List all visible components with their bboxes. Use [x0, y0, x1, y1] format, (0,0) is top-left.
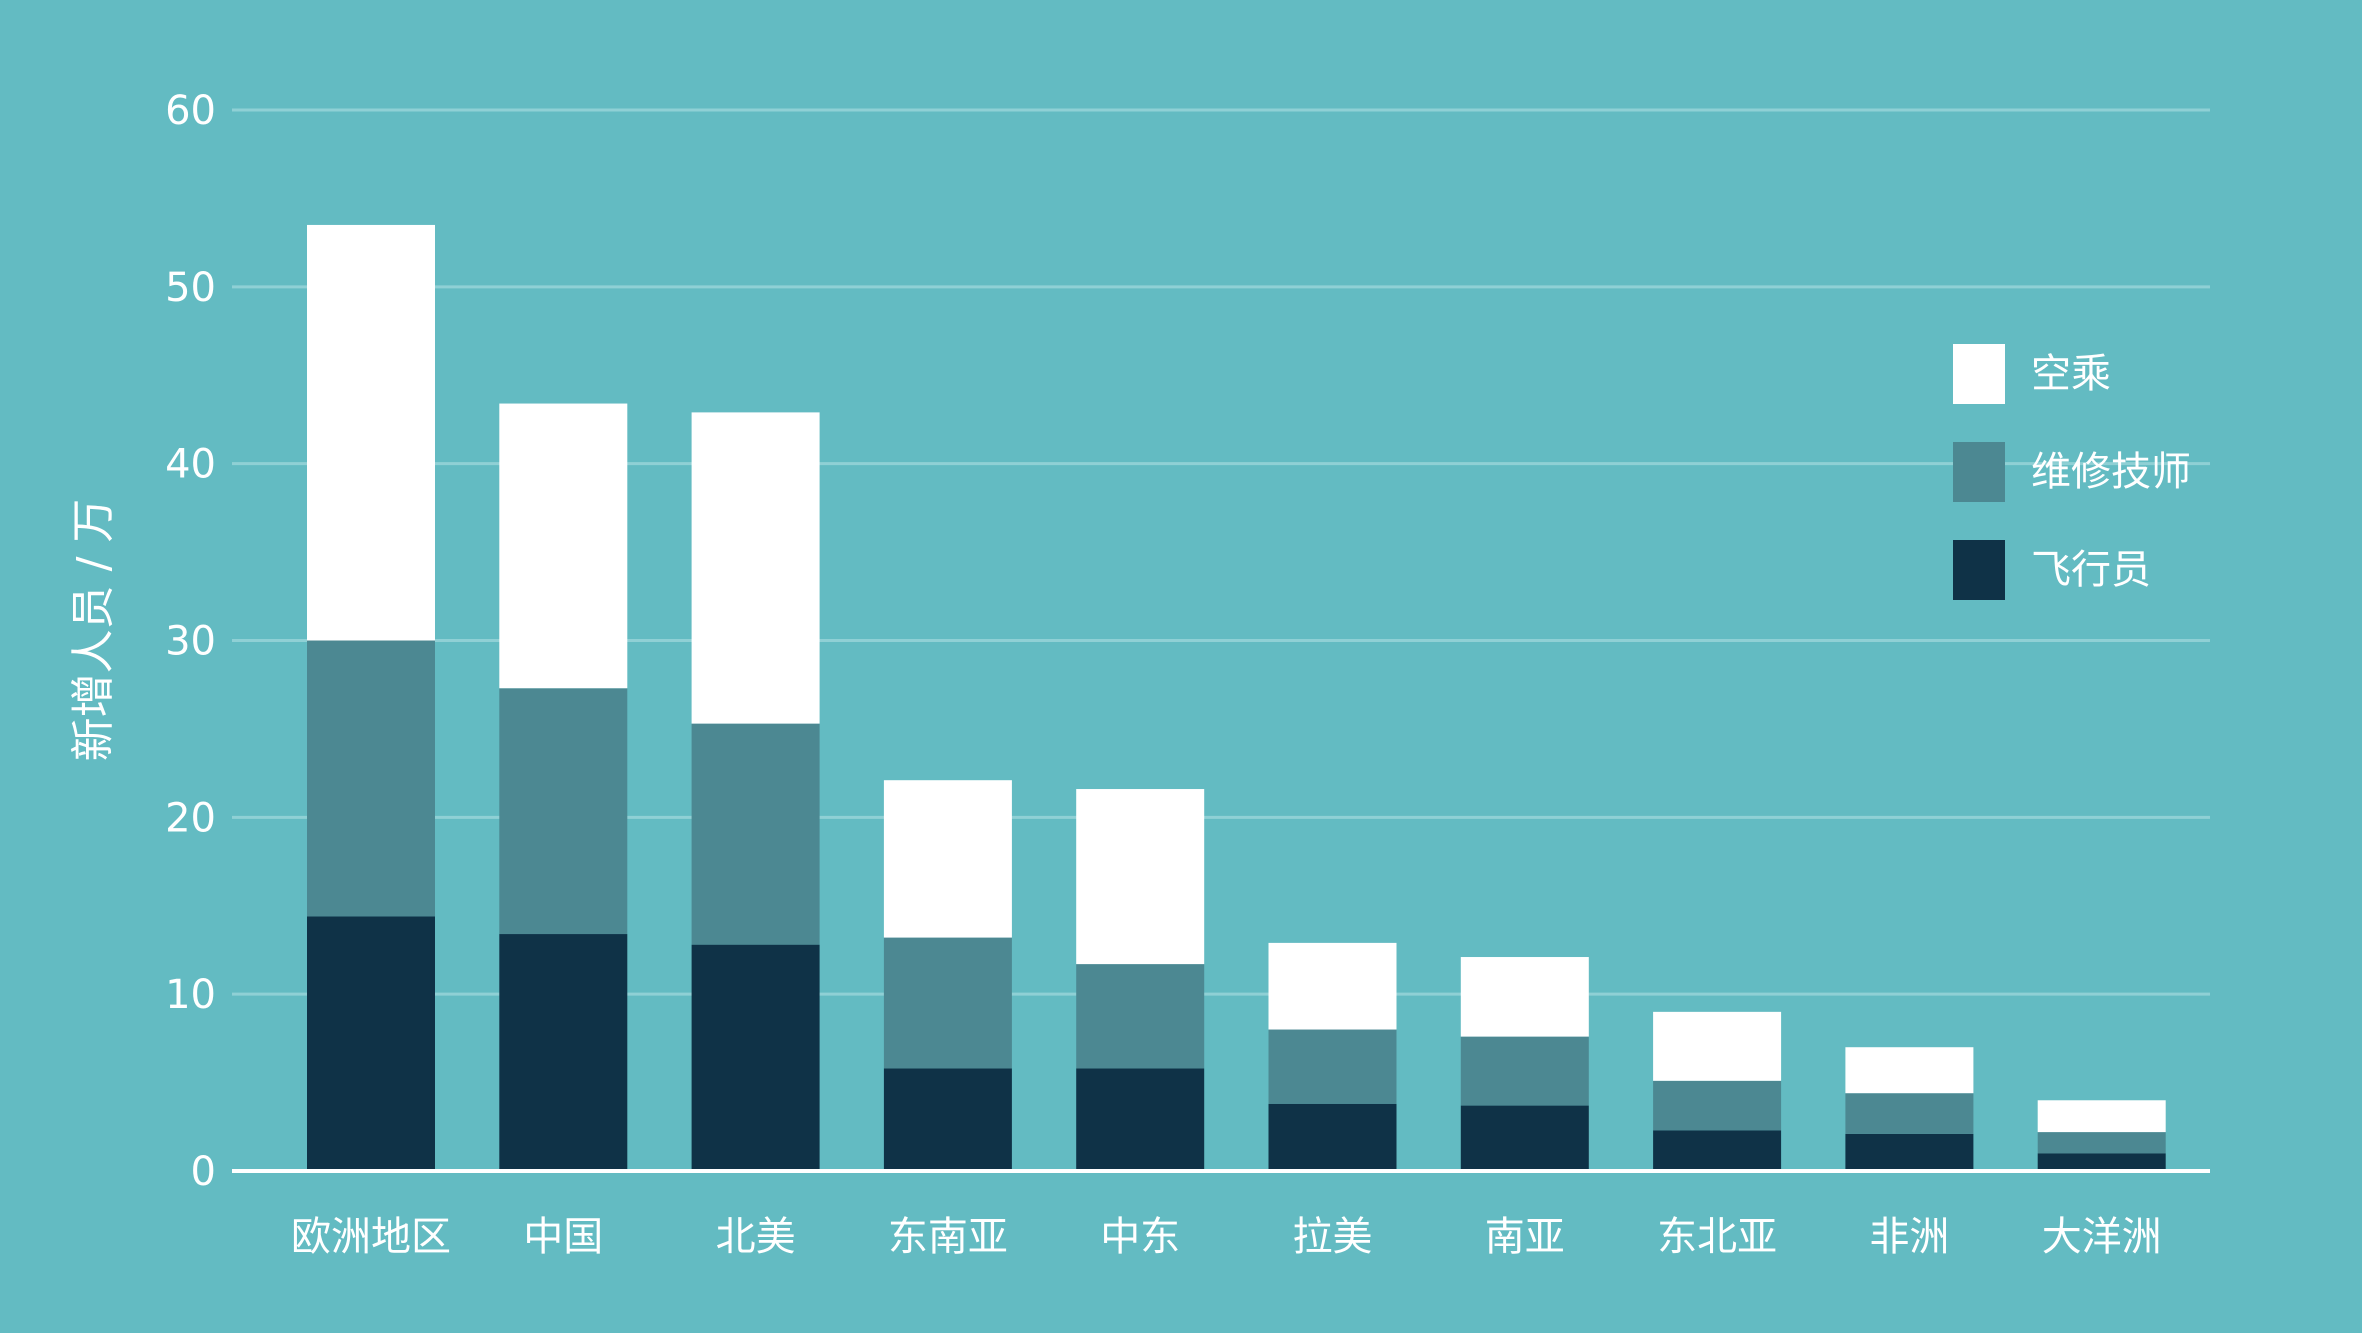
- x-tick-label: 中东: [1100, 1214, 1180, 1260]
- x-tick-label: 大洋洲: [2042, 1214, 2162, 1260]
- bar-stack: [1076, 789, 1205, 1171]
- y-axis-ticks: 0 10 20 30 40 50 60: [165, 88, 216, 1195]
- bar-segment: [1460, 957, 1589, 1037]
- bar-segment: [1076, 1068, 1205, 1171]
- bar-segment: [883, 1068, 1012, 1171]
- y-axis-label: 新增人员 / 万: [68, 499, 119, 762]
- y-tick-label: 10: [165, 972, 216, 1018]
- bar-segment: [1845, 1133, 1974, 1171]
- legend-swatch: [1953, 540, 2005, 600]
- bar-segment: [1460, 1105, 1589, 1171]
- bar-segment: [307, 916, 435, 1171]
- bar-segment: [2037, 1100, 2166, 1133]
- bar-segment: [1653, 1130, 1782, 1171]
- bar-segment: [883, 780, 1012, 938]
- y-tick-label: 60: [165, 88, 216, 134]
- bar-segment: [499, 934, 628, 1171]
- bars: [307, 224, 2166, 1171]
- legend-swatch: [1953, 442, 2005, 502]
- bar-segment: [883, 937, 1012, 1069]
- x-tick-label: 非洲: [1869, 1214, 1949, 1260]
- bar-segment: [499, 688, 628, 935]
- bar-segment: [1460, 1036, 1589, 1106]
- bar-segment: [1653, 1011, 1782, 1081]
- bar-segment: [1076, 789, 1205, 965]
- y-tick-label: 50: [165, 265, 216, 311]
- x-tick-label: 东北亚: [1657, 1214, 1777, 1260]
- x-axis-categories: 欧洲地区 中国 北美 东南亚 中东 拉美 南亚 东北亚 非洲 大洋洲: [291, 1214, 2162, 1260]
- bar-segment: [1268, 1103, 1397, 1171]
- bar-segment: [1845, 1093, 1974, 1134]
- bar-stack: [883, 780, 1012, 1171]
- y-tick-label: 20: [165, 795, 216, 841]
- bar-segment: [2037, 1132, 2166, 1154]
- x-tick-label: 北美: [716, 1214, 796, 1260]
- bar-segment: [691, 412, 820, 724]
- bar-stack: [1268, 942, 1397, 1171]
- legend-swatch: [1953, 344, 2005, 404]
- x-tick-label: 拉美: [1293, 1214, 1373, 1260]
- x-tick-label: 南亚: [1485, 1214, 1565, 1260]
- bar-stack: [499, 403, 628, 1171]
- bar-segment: [1653, 1080, 1782, 1131]
- bar-stack: [307, 224, 435, 1171]
- bar-segment: [499, 403, 628, 689]
- bar-stack: [1460, 957, 1589, 1171]
- bar-stack: [1845, 1047, 1974, 1171]
- bar-stack: [691, 412, 820, 1171]
- y-tick-label: 0: [191, 1149, 216, 1195]
- bar-segment: [1268, 1029, 1397, 1104]
- y-tick-label: 30: [165, 619, 216, 665]
- bar-stack: [1653, 1011, 1782, 1171]
- bar-segment: [691, 723, 820, 945]
- bar-stack: [2037, 1100, 2166, 1171]
- x-tick-label: 欧洲地区: [291, 1214, 451, 1260]
- bar-segment: [691, 944, 820, 1171]
- bar-segment: [1845, 1047, 1974, 1094]
- legend-label: 空乘: [2031, 351, 2111, 397]
- legend-label: 飞行员: [2031, 547, 2151, 593]
- legend-label: 维修技师: [2031, 449, 2191, 495]
- bar-segment: [1268, 942, 1397, 1030]
- x-tick-label: 东南亚: [888, 1214, 1008, 1260]
- bar-segment: [1076, 964, 1205, 1069]
- x-tick-label: 中国: [523, 1214, 603, 1260]
- bar-segment: [307, 224, 435, 641]
- bar-segment: [307, 640, 435, 917]
- y-tick-label: 40: [165, 442, 216, 488]
- bar-segment: [2037, 1153, 2166, 1171]
